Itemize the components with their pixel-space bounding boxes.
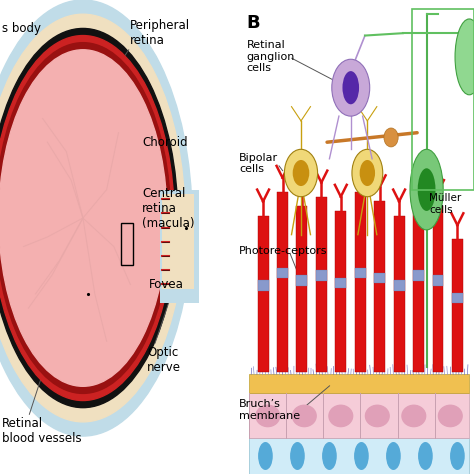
Ellipse shape	[365, 405, 389, 427]
Ellipse shape	[438, 405, 462, 427]
Text: Choroid: Choroid	[142, 136, 188, 149]
Circle shape	[0, 36, 174, 401]
Bar	[249, 438, 469, 474]
Bar	[413, 197, 424, 372]
Ellipse shape	[292, 405, 316, 427]
Bar	[393, 216, 405, 372]
Bar	[355, 268, 365, 278]
Circle shape	[419, 443, 432, 469]
Text: s body: s body	[2, 22, 41, 35]
Bar	[121, 223, 133, 265]
Bar	[452, 239, 463, 372]
Bar	[412, 9, 474, 190]
Bar	[258, 216, 268, 372]
Bar	[413, 271, 424, 281]
Ellipse shape	[352, 149, 383, 197]
Circle shape	[291, 443, 304, 469]
Text: Müller
cells: Müller cells	[429, 193, 461, 215]
Circle shape	[451, 443, 464, 469]
Ellipse shape	[329, 405, 353, 427]
Text: B: B	[246, 14, 260, 32]
Text: Bipolar
cells: Bipolar cells	[239, 153, 279, 174]
Circle shape	[0, 28, 178, 408]
Circle shape	[323, 443, 336, 469]
Ellipse shape	[284, 149, 318, 197]
Circle shape	[0, 0, 192, 436]
Bar	[316, 197, 327, 372]
Text: Photore­ceptors: Photore­ceptors	[239, 246, 328, 256]
Bar	[432, 275, 443, 286]
Bar	[277, 192, 288, 372]
Text: Central
retina
(macula): Central retina (macula)	[142, 187, 195, 230]
Bar	[336, 278, 346, 288]
Bar	[374, 273, 385, 283]
Ellipse shape	[384, 128, 398, 147]
Ellipse shape	[332, 59, 370, 116]
Bar	[355, 192, 365, 372]
Circle shape	[387, 443, 400, 469]
Ellipse shape	[256, 405, 280, 427]
Bar	[393, 280, 405, 291]
Bar	[432, 206, 443, 372]
Text: Fovea: Fovea	[149, 278, 184, 291]
Circle shape	[259, 443, 272, 469]
Bar	[258, 280, 268, 291]
Circle shape	[0, 14, 185, 422]
Text: Bruch’s
membrane: Bruch’s membrane	[239, 399, 301, 421]
Text: Retinal
blood vessels: Retinal blood vessels	[2, 417, 82, 446]
Bar	[336, 211, 346, 372]
Circle shape	[0, 43, 171, 393]
Bar	[277, 268, 288, 278]
Ellipse shape	[455, 19, 474, 95]
Bar	[316, 271, 327, 281]
Bar	[249, 374, 469, 393]
Ellipse shape	[402, 405, 426, 427]
Bar	[297, 206, 307, 372]
Bar	[452, 292, 463, 303]
Ellipse shape	[292, 160, 309, 186]
Circle shape	[0, 50, 167, 386]
Ellipse shape	[410, 149, 443, 230]
Text: Retinal
ganglion
cells: Retinal ganglion cells	[246, 40, 295, 73]
Bar	[249, 393, 469, 438]
Circle shape	[355, 443, 368, 469]
Ellipse shape	[418, 168, 436, 211]
Polygon shape	[162, 194, 194, 289]
Ellipse shape	[360, 160, 375, 186]
Ellipse shape	[342, 71, 359, 104]
Bar	[374, 201, 385, 372]
Bar	[297, 275, 307, 286]
Text: Peripheral
retina: Peripheral retina	[130, 19, 191, 47]
Polygon shape	[160, 190, 199, 303]
Text: Optic
nerve: Optic nerve	[147, 346, 181, 374]
